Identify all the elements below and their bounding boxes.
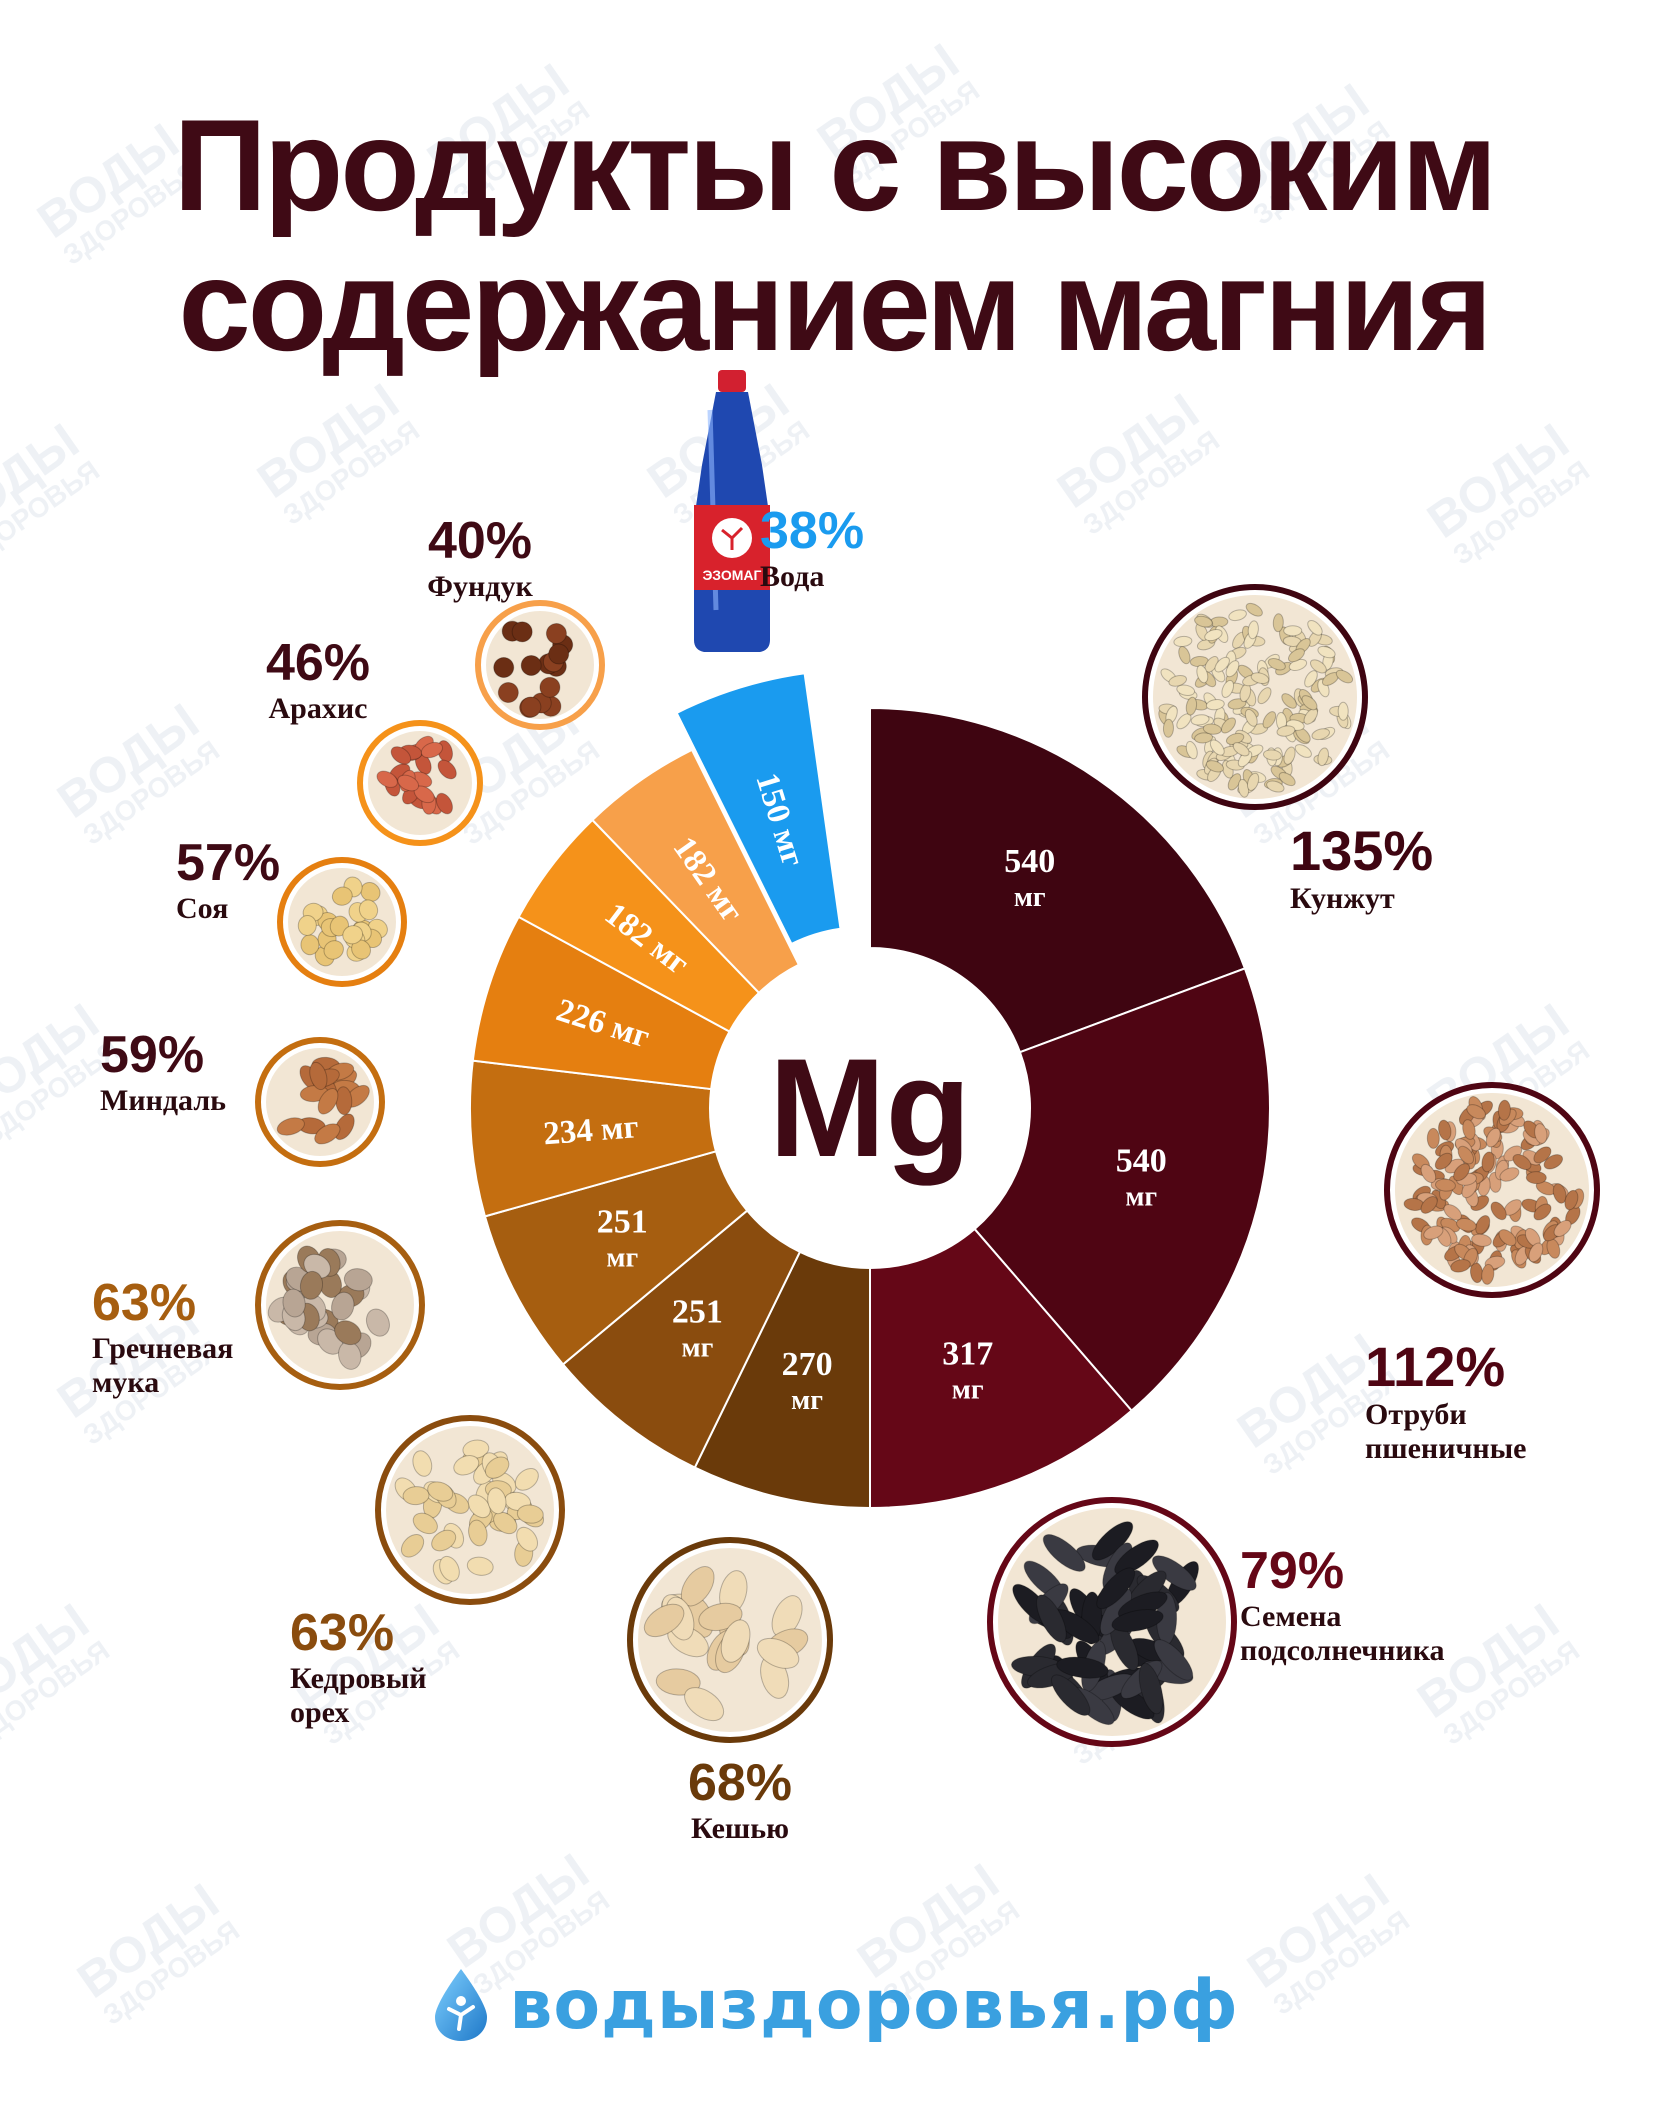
sunflower-seeds-photo-icon — [998, 1508, 1226, 1736]
name-buckwheat-line-2: мука — [92, 1366, 159, 1399]
percent-cashew: 68% — [688, 1754, 792, 1812]
soybeans-photo-icon — [288, 868, 396, 976]
donut-center — [714, 952, 1026, 1264]
slice-unit-buckwheat: мг — [606, 1243, 638, 1274]
slice-value-cedar: 251 — [672, 1293, 723, 1330]
item-label-peanut: 46%Арахис — [266, 634, 370, 725]
name-buckwheat-line-1: Гречневая — [92, 1332, 233, 1365]
slice-value-buckwheat: 251 — [597, 1204, 648, 1241]
slice-unit-sesame: мг — [1014, 882, 1046, 913]
slice-unit-cashew: мг — [791, 1385, 823, 1416]
sesame-seeds-photo-icon — [1153, 595, 1357, 799]
slice-water — [675, 672, 842, 946]
pine-nuts-photo-icon — [386, 1426, 554, 1594]
name-almond: Миндаль — [100, 1084, 226, 1117]
percent-water: 38% — [760, 502, 864, 560]
almonds-photo-icon — [266, 1048, 374, 1156]
name-sunflower-line-2: подсолнечника — [1240, 1634, 1445, 1667]
slice-unit-bran: мг — [1125, 1181, 1157, 1212]
cashew-photo-icon — [638, 1548, 822, 1732]
slice-hazelnut — [590, 748, 801, 995]
name-cashew: Кешью — [691, 1812, 789, 1845]
percent-soy: 57% — [176, 834, 280, 892]
footer: водыздоровья.рф — [0, 1965, 1668, 2065]
name-cedar-line-2: орех — [290, 1696, 349, 1729]
item-label-cashew: 68%Кешью — [688, 1754, 792, 1845]
item-label-soy: 57%Соя — [176, 834, 280, 925]
slice-sesame — [869, 706, 1247, 1054]
item-label-water: 38%Вода — [760, 502, 864, 593]
title-line-2: содержанием магния — [178, 232, 1492, 378]
buckwheat-flour-photo-icon — [266, 1231, 414, 1379]
slice-bran — [973, 967, 1271, 1413]
percent-hazelnut: 40% — [428, 512, 532, 570]
slice-sunflower — [869, 1227, 1134, 1510]
page-title: Продукты с высоким содержанием магния — [0, 95, 1668, 375]
percent-sunflower: 79% — [1240, 1542, 1344, 1600]
name-soy: Соя — [176, 892, 228, 925]
name-bran-line-1: Отруби — [1365, 1398, 1467, 1431]
name-bran-line-2: пшеничные — [1365, 1432, 1526, 1465]
name-peanut: Арахис — [269, 692, 368, 725]
slice-value-almond: 234 мг — [542, 1109, 640, 1152]
percent-almond: 59% — [100, 1026, 204, 1084]
hazelnuts-photo-icon — [486, 611, 594, 719]
peanuts-photo-icon — [368, 731, 472, 835]
bottle-label: ЭЗОМАГ — [703, 567, 762, 583]
wheat-bran-photo-icon — [1395, 1093, 1589, 1287]
slice-value-bran: 540 — [1116, 1142, 1167, 1179]
name-sesame: Кунжут — [1290, 882, 1395, 915]
center-label-mg: Mg — [769, 1029, 971, 1186]
slice-value-sesame: 540 — [1004, 843, 1055, 880]
slice-unit-sunflower: мг — [952, 1374, 984, 1405]
percent-peanut: 46% — [266, 634, 370, 692]
water-drop-logo-icon — [435, 1969, 488, 2041]
slice-value-sunflower: 317 — [942, 1335, 993, 1372]
name-water: Вода — [760, 560, 824, 593]
percent-buckwheat: 63% — [92, 1274, 196, 1332]
name-cedar-line-1: Кедровый — [290, 1662, 427, 1695]
item-label-almond: 59%Миндаль — [100, 1026, 226, 1117]
percent-sesame: 135% — [1290, 819, 1433, 882]
percent-cedar: 63% — [290, 1604, 394, 1662]
name-sunflower-line-1: Семена — [1240, 1600, 1341, 1633]
name-hazelnut: Фундук — [427, 570, 533, 603]
footer-site-link[interactable]: водыздоровья.рф — [509, 1965, 1239, 2045]
title-line-1: Продукты с высоким — [173, 92, 1497, 238]
item-label-sesame: 135%Кунжут — [1290, 819, 1433, 915]
slice-unit-cedar: мг — [682, 1332, 714, 1363]
water-bottle-icon: ЭЗОМАГ — [694, 370, 770, 652]
slice-value-cashew: 270 — [782, 1346, 833, 1383]
slice-label-almond: 234 мг — [542, 1109, 640, 1152]
item-label-hazelnut: 40%Фундук — [427, 512, 533, 603]
percent-bran: 112% — [1365, 1335, 1505, 1398]
